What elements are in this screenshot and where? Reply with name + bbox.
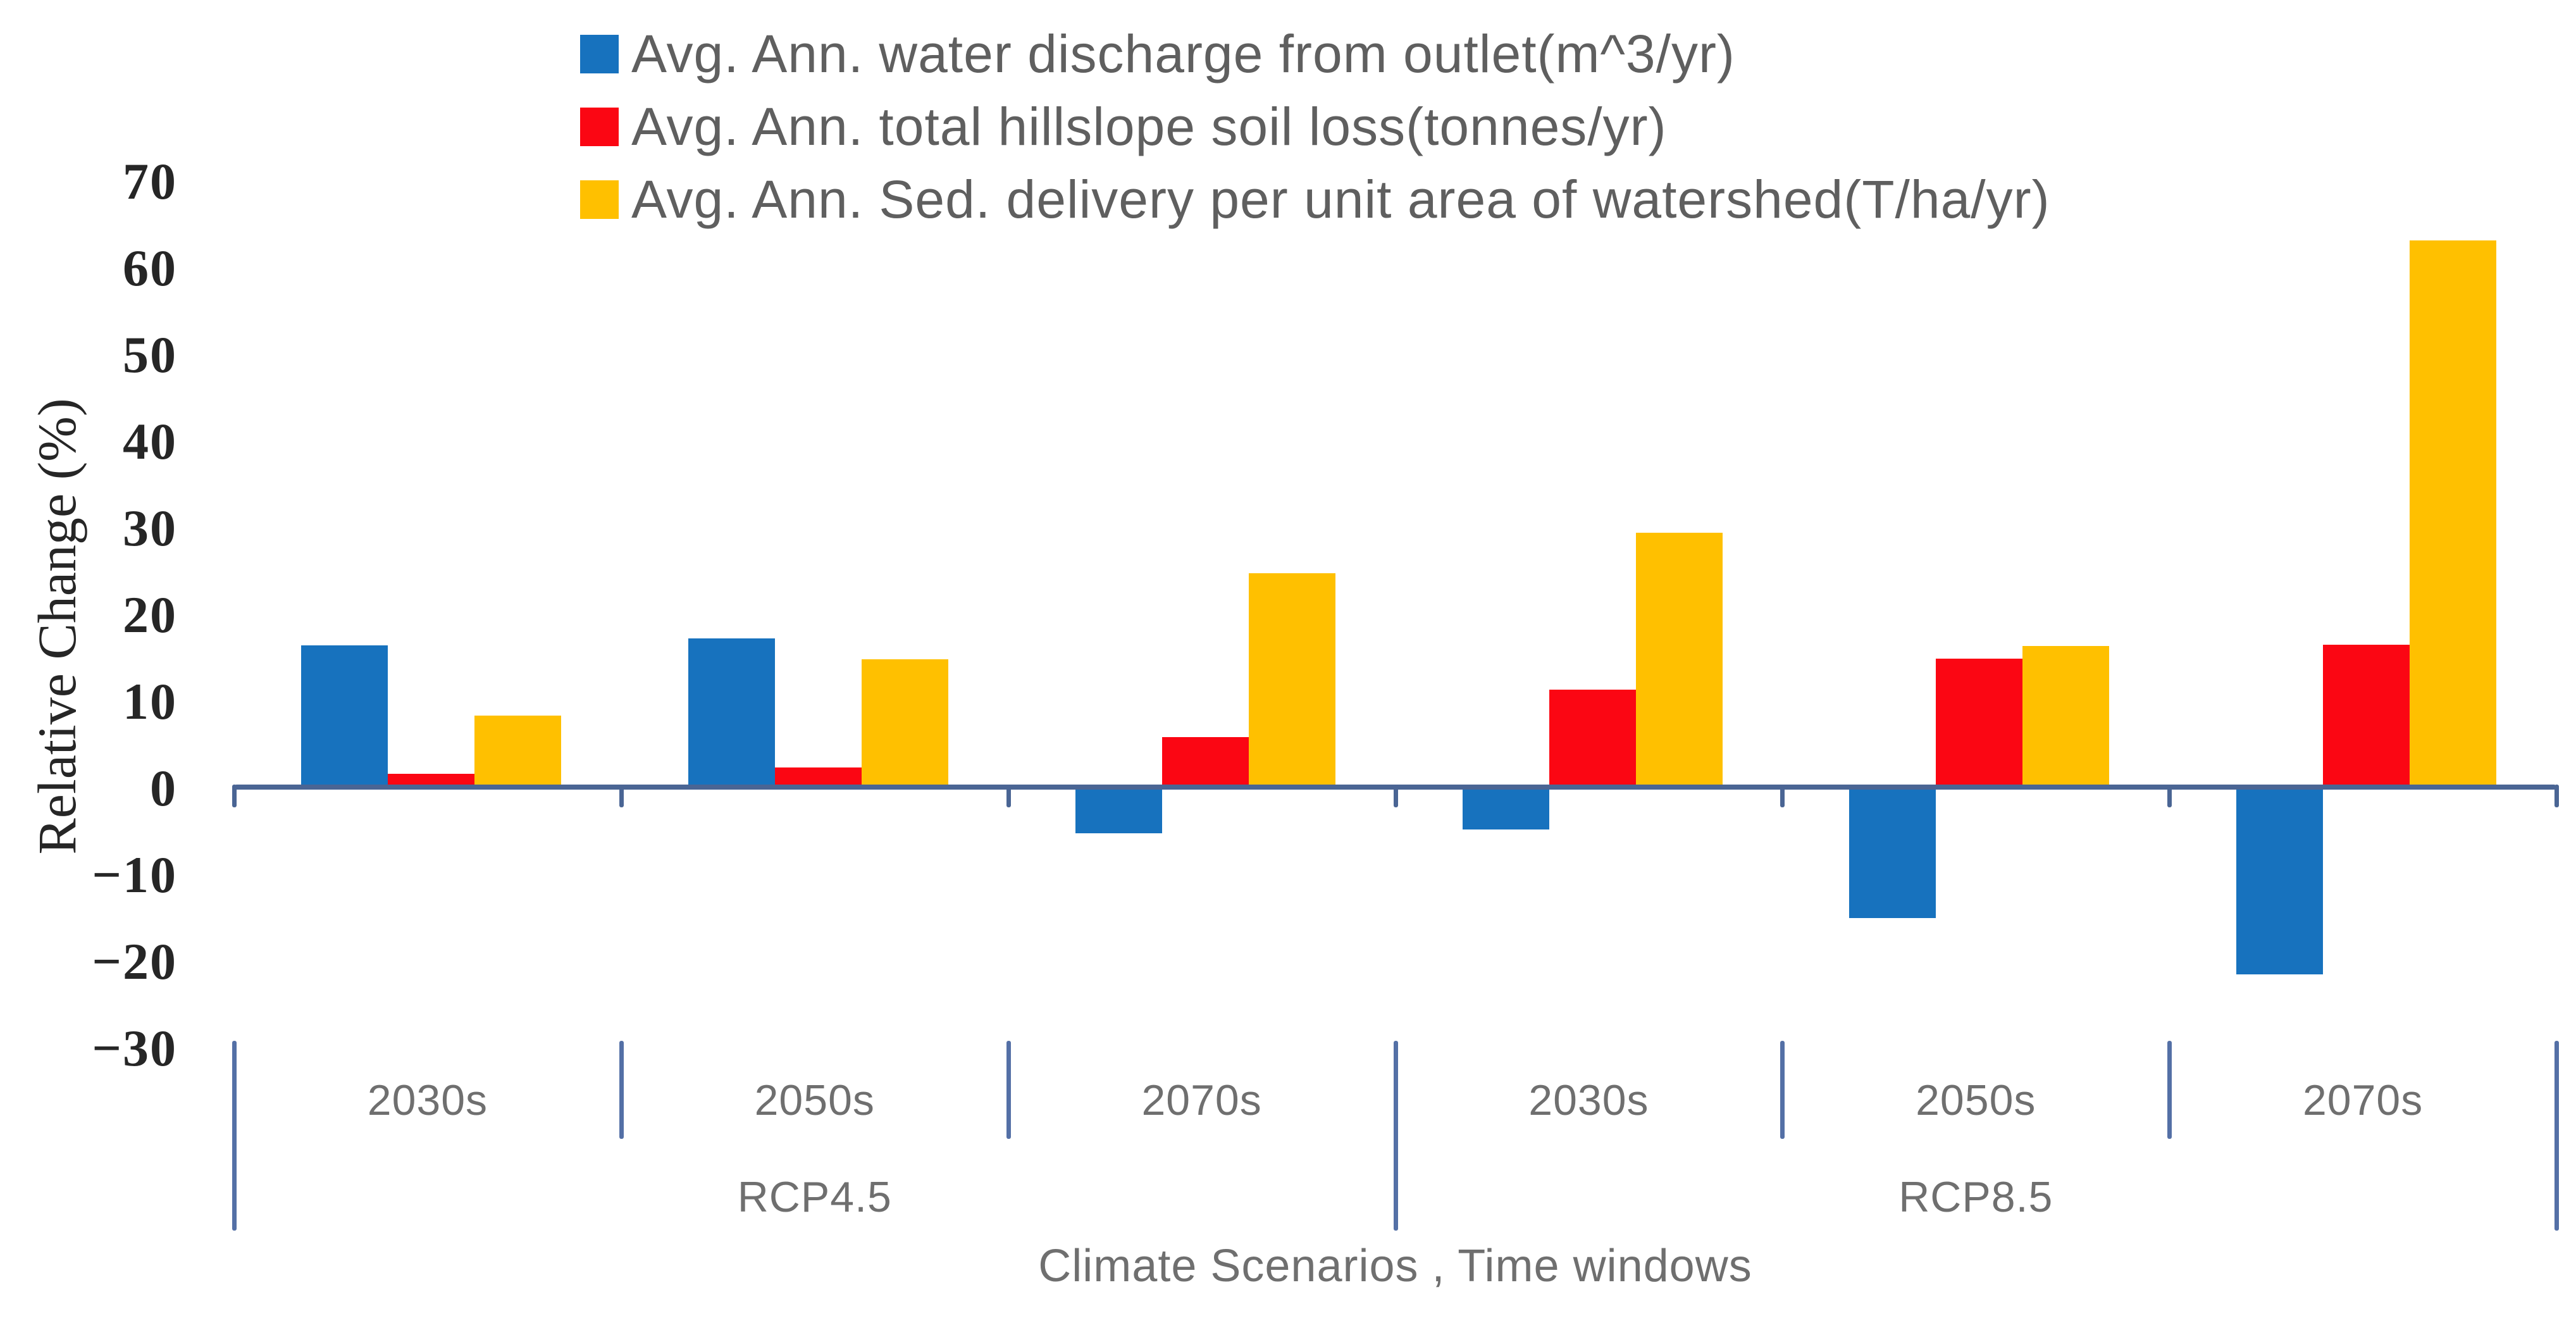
y-tick-label: 0 <box>150 759 177 817</box>
bar-series2-cat4 <box>1549 689 1636 790</box>
bar-series1-cat4 <box>1462 788 1549 830</box>
bar-series1-cat1 <box>301 645 388 790</box>
bar-series3-cat2 <box>861 659 948 790</box>
bar-series1-cat6 <box>2236 788 2324 974</box>
category-divider-line <box>1006 1041 1011 1139</box>
y-tick-label: 30 <box>123 499 177 557</box>
scenario-divider-line <box>232 1041 237 1231</box>
category-divider-line <box>1780 1041 1785 1139</box>
bar-series3-cat1 <box>474 715 561 790</box>
category-divider-line <box>619 1041 624 1139</box>
category-label: 2030s <box>1528 1076 1649 1124</box>
axis-tick-mark <box>2554 785 2559 807</box>
legend-label: Avg. Ann. total hillslope soil loss(tonn… <box>631 96 1667 156</box>
y-tick-label: 70 <box>123 152 177 210</box>
y-tick-label: 40 <box>123 413 177 470</box>
legend-item: Avg. Ann. total hillslope soil loss(tonn… <box>580 96 1667 156</box>
bar-series3-cat5 <box>2022 646 2110 790</box>
x-axis-title: Climate Scenarios , Time windows <box>1038 1241 1752 1291</box>
y-tick-label: −20 <box>92 933 177 990</box>
category-label: 2070s <box>1141 1076 1262 1124</box>
bar-series2-cat6 <box>2323 644 2410 790</box>
legend-label: Avg. Ann. Sed. delivery per unit area of… <box>631 169 2050 229</box>
scenario-group-label: RCP8.5 <box>1898 1173 2053 1221</box>
legend-swatch-icon <box>580 180 619 219</box>
axis-tick-mark <box>619 785 624 807</box>
y-tick-label: −10 <box>92 846 177 904</box>
bar-series1-cat3 <box>1075 788 1162 833</box>
scenario-group-label: RCP4.5 <box>737 1173 892 1221</box>
axis-tick-mark <box>1393 785 1398 807</box>
bar-series2-cat5 <box>1936 658 2023 790</box>
bar-series1-cat2 <box>688 638 775 790</box>
bar-series3-cat6 <box>2410 240 2497 790</box>
axis-tick-mark <box>1780 785 1785 807</box>
category-label: 2050s <box>1916 1076 2036 1124</box>
y-tick-label: 60 <box>123 239 177 297</box>
legend-label: Avg. Ann. water discharge from outlet(m^… <box>631 23 1735 84</box>
y-tick-label: 10 <box>123 673 177 730</box>
legend-item: Avg. Ann. Sed. delivery per unit area of… <box>580 169 2050 229</box>
y-tick-label: 20 <box>123 586 177 643</box>
axis-tick-mark <box>1006 785 1011 807</box>
y-tick-label: 50 <box>123 326 177 383</box>
category-label: 2050s <box>754 1076 875 1124</box>
axis-tick-mark <box>232 785 237 807</box>
category-label: 2070s <box>2302 1076 2424 1124</box>
bar-series3-cat3 <box>1248 573 1335 790</box>
legend-swatch-icon <box>580 34 619 73</box>
scenario-divider-line <box>1393 1041 1398 1231</box>
y-tick-label: −30 <box>92 1019 177 1077</box>
category-divider-line <box>2167 1041 2172 1139</box>
scenario-divider-line <box>2554 1041 2559 1231</box>
legend-swatch-icon <box>580 107 619 146</box>
legend-item: Avg. Ann. water discharge from outlet(m^… <box>580 23 1735 84</box>
bar-series1-cat5 <box>1849 788 1936 918</box>
axis-tick-mark <box>2167 785 2172 807</box>
bar-series2-cat3 <box>1161 737 1249 790</box>
category-label: 2030s <box>367 1076 488 1124</box>
bar-series3-cat4 <box>1635 532 1723 790</box>
